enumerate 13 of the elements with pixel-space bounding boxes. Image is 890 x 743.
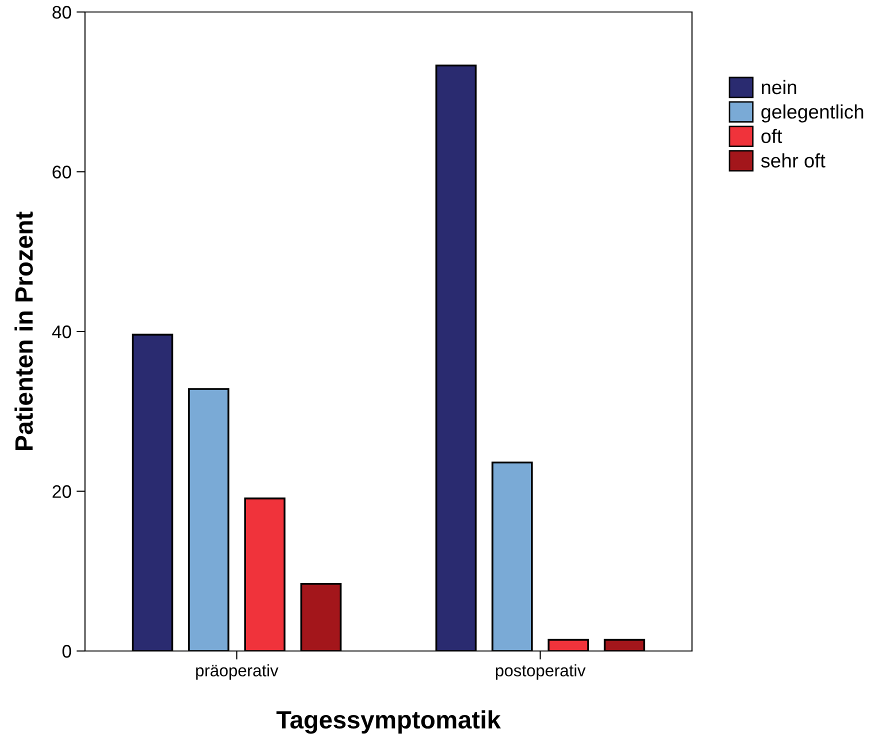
y-tick-label: 0 xyxy=(62,644,72,658)
x-tick-label: präoperativ xyxy=(196,664,278,680)
y-tick-label: 20 xyxy=(52,485,72,498)
y-axis-title: Patienten in Prozent xyxy=(14,212,33,450)
y-tick-label: 40 xyxy=(52,325,72,338)
x-tick-label: postoperativ xyxy=(496,664,586,680)
legend-label: oft xyxy=(761,128,782,144)
legend-label: gelegentlich xyxy=(761,104,864,123)
legend-label: nein xyxy=(762,80,796,94)
x-axis-title: Tagessymptomatik xyxy=(276,710,501,734)
legend-label: sehr oft xyxy=(761,153,826,168)
y-tick-label: 80 xyxy=(52,6,72,19)
y-tick-label: 60 xyxy=(52,166,72,178)
